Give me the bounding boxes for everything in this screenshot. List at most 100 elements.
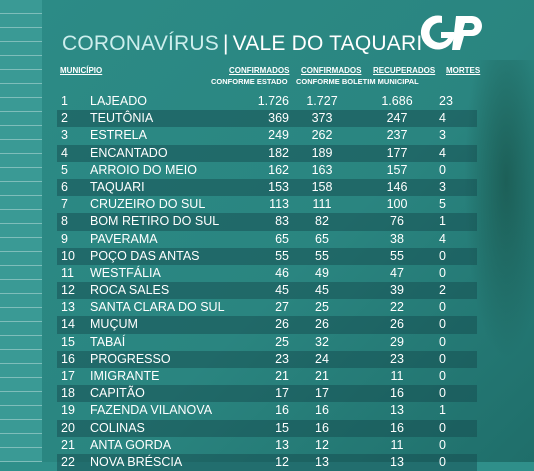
confirmados-boletim-value: 25 [315, 300, 329, 315]
recuperados-value: 11 [390, 437, 404, 452]
confirmados-boletim-value: 262 [311, 128, 333, 143]
left-stripe-panel [0, 0, 42, 462]
recuperados-value: 39 [390, 283, 404, 298]
row-number: 8 [61, 214, 68, 229]
confirmados-estado-value: 1.726 [257, 94, 289, 108]
mortes-value: 0 [439, 369, 446, 383]
municipio-name: TEUTÔNIA [90, 111, 154, 126]
mortes-value: 0 [439, 454, 446, 469]
table-row: 10 POÇO DAS ANTAS 55 55 55 0 [57, 247, 477, 265]
municipio-name: ARROIO DO MEIO [90, 162, 197, 177]
table-row: 6 TAQUARI 153 158 146 3 [57, 178, 477, 197]
municipio-name: LAJEADO [90, 94, 147, 108]
row-number: 9 [61, 231, 68, 246]
table-row: 7 CRUZEIRO DO SUL 113 111 100 5 [57, 196, 477, 213]
recuperados-value: 76 [390, 214, 404, 229]
header-municipio: MUNICÍPIO [60, 66, 103, 75]
mortes-value: 0 [439, 437, 446, 452]
confirmados-boletim-value: 21 [315, 369, 329, 383]
header-recuperados: RECUPERADOS [373, 66, 436, 75]
confirmados-boletim-value: 55 [315, 248, 329, 263]
confirmados-boletim-value: 16 [315, 403, 329, 418]
municipio-name: CRUZEIRO DO SUL [90, 197, 206, 212]
municipio-name: POÇO DAS ANTAS [90, 248, 200, 263]
row-number: 14 [61, 317, 75, 332]
mortes-value: 4 [439, 145, 446, 160]
row-number: 13 [61, 300, 75, 315]
mortes-value: 1 [439, 214, 446, 229]
mortes-value: 0 [439, 300, 446, 315]
background-panel [42, 0, 534, 462]
row-number: 6 [61, 179, 68, 194]
municipio-name: FAZENDA VILANOVA [90, 403, 213, 418]
confirmados-boletim-value: 24 [315, 351, 329, 366]
recuperados-value: 1.686 [381, 94, 413, 108]
header-boletim-sub: CONFORME BOLETIM MUNICIPAL [296, 77, 419, 86]
table-row: 4 ENCANTADO 182 189 177 4 [57, 144, 477, 162]
confirmados-estado-value: 21 [275, 369, 289, 383]
confirmados-estado-value: 162 [268, 162, 289, 177]
table-row: 13 SANTA CLARA DO SUL 27 25 22 0 [57, 299, 477, 316]
mortes-value: 23 [439, 94, 453, 108]
municipio-name: TAQUARI [90, 179, 145, 194]
confirmados-boletim-value: 26 [315, 317, 329, 332]
municipio-name: IMIGRANTE [90, 369, 160, 383]
data-table: 1 LAJEADO 1.726 1.727 1.686 23 2 TEUTÔNIA 369 373… [57, 93, 477, 471]
mortes-value: 4 [439, 111, 446, 126]
municipio-name: ROCA SALES [90, 283, 170, 298]
municipio-name: ANTA GORDA [90, 437, 172, 452]
row-number: 2 [61, 111, 68, 126]
confirmados-estado-value: 25 [275, 334, 289, 349]
table-row: 12 ROCA SALES 45 45 39 2 [57, 282, 477, 300]
municipio-name: PAVERAMA [90, 231, 158, 246]
confirmados-estado-value: 27 [275, 300, 289, 315]
table-row: 18 CAPITÃO 17 17 16 0 [57, 385, 477, 403]
table-row: 15 TABAÍ 25 32 29 0 [57, 334, 477, 351]
table-row: 11 WESTFÁLIA 46 49 47 0 [57, 265, 477, 282]
confirmados-estado-value: 13 [275, 437, 289, 452]
municipio-name: MUÇUM [90, 317, 138, 332]
confirmados-boletim-value: 49 [315, 265, 329, 280]
confirmados-boletim-value: 111 [312, 197, 332, 212]
recuperados-value: 47 [390, 265, 404, 280]
row-number: 1 [61, 94, 68, 108]
recuperados-value: 146 [386, 179, 408, 194]
header-confirmados-boletim: CONFIRMADOS [301, 66, 362, 75]
confirmados-boletim-value: 82 [315, 214, 329, 229]
confirmados-boletim-value: 189 [311, 145, 333, 160]
municipio-name: PROGRESSO [90, 351, 171, 366]
row-number: 21 [61, 437, 75, 452]
municipio-name: WESTFÁLIA [90, 265, 161, 280]
table-row: 2 TEUTÔNIA 369 373 247 4 [57, 110, 477, 128]
municipio-name: SANTA CLARA DO SUL [90, 300, 225, 315]
row-number: 3 [61, 128, 68, 143]
recuperados-value: 38 [390, 231, 404, 246]
table-row: 20 COLINAS 15 16 16 0 [57, 419, 477, 437]
recuperados-value: 157 [386, 162, 408, 177]
title-part-1: CORONAVÍRUS [62, 32, 219, 55]
mortes-value: 0 [439, 248, 446, 263]
row-number: 20 [61, 420, 75, 435]
confirmados-boletim-value: 373 [311, 111, 333, 126]
confirmados-boletim-value: 163 [311, 162, 333, 177]
recuperados-value: 55 [390, 248, 404, 263]
mortes-value: 0 [439, 420, 446, 435]
confirmados-estado-value: 23 [275, 351, 289, 366]
confirmados-boletim-value: 17 [315, 386, 329, 401]
confirmados-estado-value: 369 [268, 111, 289, 126]
confirmados-estado-value: 182 [268, 145, 289, 160]
title-separator: | [223, 32, 229, 55]
mortes-value: 0 [439, 386, 446, 401]
background-texture [464, 60, 534, 360]
confirmados-boletim-value: 1.727 [306, 94, 338, 108]
title-part-2: VALE DO TAQUARI [232, 32, 423, 55]
recuperados-value: 16 [390, 420, 404, 435]
table-row: 9 PAVERAMA 65 65 38 4 [57, 231, 477, 248]
confirmados-estado-value: 15 [275, 420, 289, 435]
confirmados-estado-value: 26 [275, 317, 289, 332]
confirmados-boletim-value: 32 [315, 334, 329, 349]
confirmados-estado-value: 249 [268, 128, 289, 143]
recuperados-value: 177 [386, 145, 408, 160]
confirmados-boletim-value: 16 [315, 420, 329, 435]
mortes-value: 0 [439, 351, 446, 366]
